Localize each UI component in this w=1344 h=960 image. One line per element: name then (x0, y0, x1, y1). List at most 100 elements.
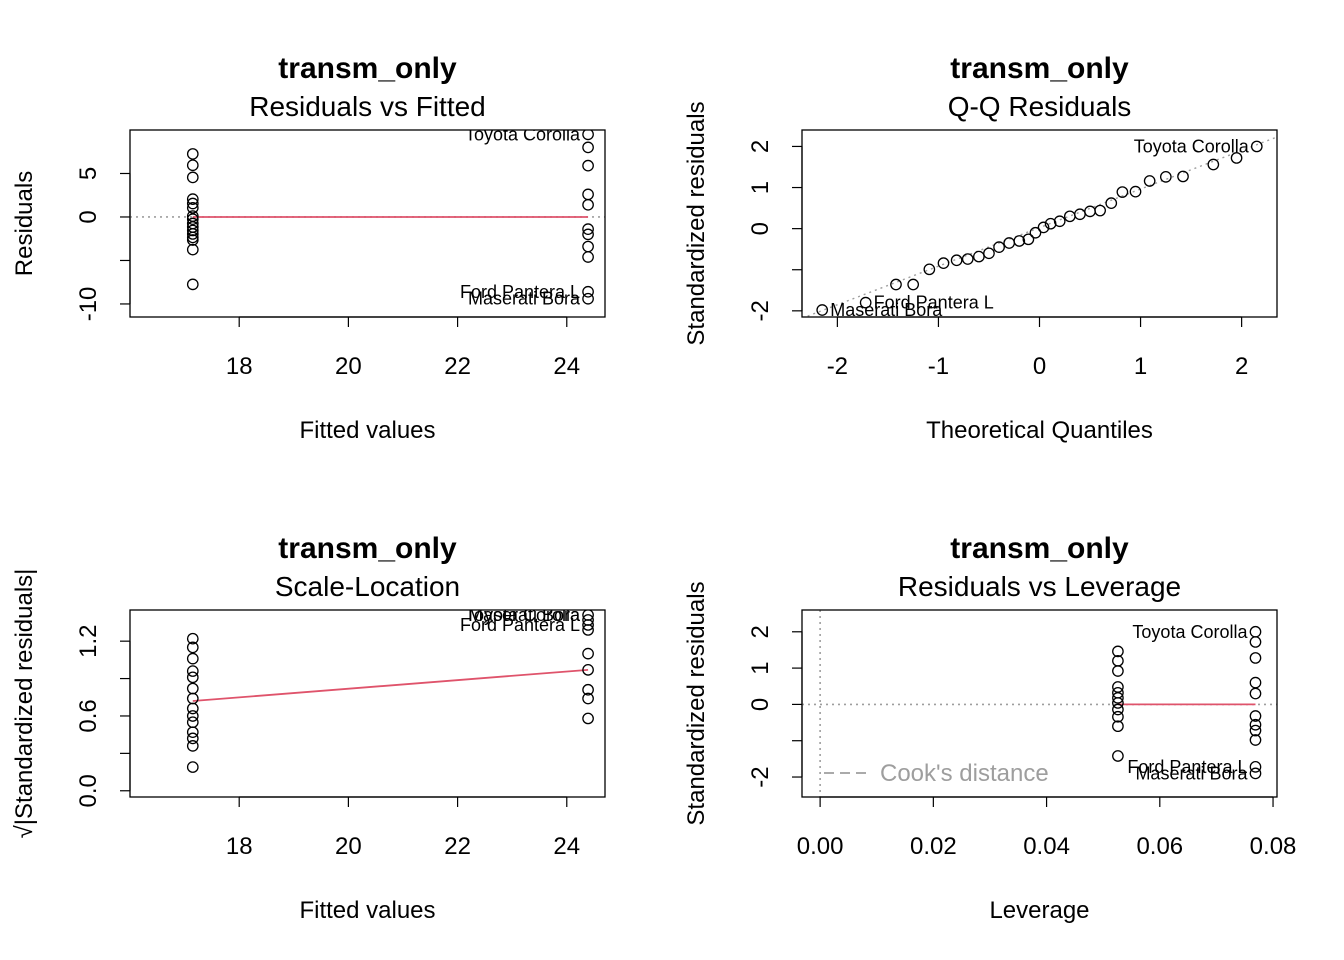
data-point (582, 663, 594, 676)
x-tick-label: 0.00 (797, 833, 844, 860)
point-annotation: Toyota Corolla (1134, 136, 1250, 156)
data-point (1105, 197, 1118, 210)
data-point (186, 197, 199, 210)
data-point (1207, 158, 1220, 171)
x-tick-label: 20 (335, 833, 362, 860)
data-point (582, 240, 594, 253)
data-point (1129, 185, 1142, 198)
data-point (1249, 687, 1262, 700)
data-point (186, 278, 199, 291)
point-annotation: Maserati Bora (1135, 763, 1248, 783)
x-axis: 18 20 22 24 (226, 316, 580, 380)
data-point (186, 740, 199, 752)
data-point (582, 712, 594, 725)
data-point (1112, 681, 1124, 693)
data-point (582, 285, 594, 298)
point-annotation: Maserati Bora (830, 300, 943, 320)
y-axis: -10 0 5 (75, 167, 131, 322)
data-point (582, 251, 594, 263)
y-tick-label: 1 (747, 181, 774, 194)
point-annotation: Toyota Corolla (465, 124, 581, 144)
data-point (816, 304, 829, 316)
data-point (1074, 208, 1086, 221)
data-point (1159, 171, 1172, 183)
data-point (582, 223, 594, 236)
y-tick-label: 0 (75, 210, 102, 223)
plot-frame (801, 129, 1278, 318)
data-point (186, 761, 199, 773)
data-point (973, 250, 985, 263)
x-tick-label: 22 (444, 833, 471, 860)
panel-title: transm_only (950, 52, 1129, 85)
y-tick-label: 2 (747, 625, 774, 638)
data-point (582, 159, 594, 172)
cooks-distance-legend-label: Cook's distance (880, 760, 1049, 787)
data-point (186, 692, 199, 705)
x-tick-label: 0.08 (1250, 833, 1297, 860)
plot-frame (129, 129, 606, 318)
x-tick-label: 1 (1134, 353, 1147, 380)
data-point (186, 726, 199, 739)
data-point (582, 292, 594, 305)
data-point (186, 210, 199, 222)
x-tick-label: 20 (335, 353, 362, 380)
data-point (186, 159, 199, 172)
y-tick-label: 0.6 (75, 699, 102, 732)
x-tick-label: 0.02 (910, 833, 957, 860)
data-point (1112, 665, 1124, 677)
y-tick-label: -10 (75, 287, 102, 322)
data-point (186, 234, 199, 246)
data-point (1053, 215, 1066, 228)
data-point (993, 241, 1005, 253)
data-point (186, 213, 199, 226)
point-annotation: Ford Pantera L (874, 293, 994, 313)
data-point (1249, 636, 1262, 648)
data-point (1249, 767, 1262, 780)
point-annotation: Maserati Bora (468, 605, 581, 625)
data-point (1143, 175, 1156, 187)
x-tick-label: 22 (444, 353, 471, 380)
point-annotation: Ford Pantera L (460, 615, 580, 635)
point-annotation: Toyota Corolla (465, 605, 581, 625)
y-tick-label: 5 (75, 167, 102, 180)
data-point (1230, 152, 1243, 164)
data-point (890, 278, 902, 291)
y-axis-label: √|Standardized residuals| (11, 569, 38, 839)
panel-3: transm_only Scale-Location Fitted values √|… (11, 532, 606, 924)
data-point (1249, 625, 1262, 638)
data-point (186, 201, 199, 214)
x-tick-label: 18 (226, 833, 253, 860)
data-point (859, 296, 872, 309)
x-tick-label: 0.06 (1136, 833, 1183, 860)
y-axis-label: Residuals (11, 171, 38, 276)
panel-title: transm_only (278, 532, 457, 565)
data-point (582, 130, 594, 141)
data-point (186, 665, 199, 677)
data-point (1112, 720, 1124, 733)
panel-subtitle: Q-Q Residuals (948, 91, 1132, 122)
y-tick-label: 0 (747, 222, 774, 235)
data-point (186, 671, 199, 684)
y-tick-label: 1 (747, 661, 774, 674)
x-axis-label: Theoretical Quantiles (926, 417, 1153, 444)
x-tick-label: 18 (226, 353, 253, 380)
data-point (907, 278, 920, 291)
point-annotation: Toyota Corolla (1132, 622, 1248, 642)
y-tick-label: 0.0 (75, 774, 102, 807)
data-point (1249, 676, 1262, 689)
data-point (1112, 654, 1124, 667)
x-tick-label: 0 (1033, 353, 1046, 380)
panel-subtitle: Residuals vs Fitted (249, 91, 486, 122)
data-point (186, 710, 199, 722)
data-point (1250, 140, 1263, 153)
data-point (186, 632, 199, 645)
data-point (1063, 210, 1076, 223)
data-point (582, 614, 594, 626)
data-point (1249, 710, 1262, 722)
data-point (582, 228, 594, 241)
